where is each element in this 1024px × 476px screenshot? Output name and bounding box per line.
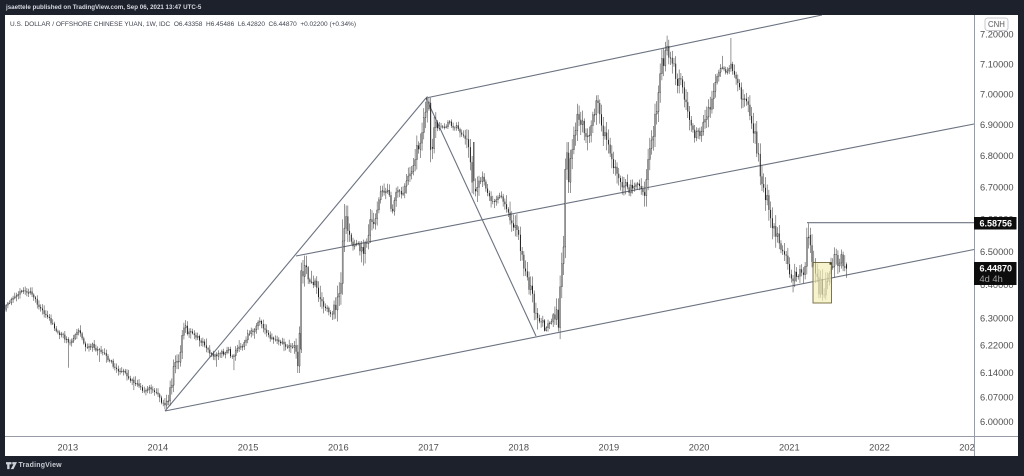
svg-text:7.20000: 7.20000: [980, 30, 1014, 40]
svg-text:6.58756: 6.58756: [980, 219, 1013, 229]
svg-text:2016: 2016: [328, 443, 349, 453]
svg-text:6.44870: 6.44870: [980, 264, 1013, 274]
svg-text:6.14000: 6.14000: [980, 368, 1014, 378]
svg-text:7.00000: 7.00000: [980, 90, 1014, 100]
svg-text:2022: 2022: [869, 443, 890, 453]
svg-text:7.10000: 7.10000: [980, 59, 1014, 69]
svg-text:6.00000: 6.00000: [980, 417, 1014, 427]
svg-text:2014: 2014: [148, 443, 169, 453]
svg-text:2018: 2018: [508, 443, 529, 453]
svg-text:6.07000: 6.07000: [980, 393, 1014, 403]
svg-text:U.S. DOLLAR / OFFSHORE CHINESE: U.S. DOLLAR / OFFSHORE CHINESE YUAN, 1W,…: [10, 21, 356, 28]
svg-text:6.22000: 6.22000: [980, 341, 1014, 351]
svg-text:2017: 2017: [418, 443, 439, 453]
svg-text:6.70000: 6.70000: [980, 183, 1014, 193]
svg-text:6.30000: 6.30000: [980, 314, 1014, 324]
svg-text:2013: 2013: [57, 443, 78, 453]
svg-text:2021: 2021: [779, 443, 800, 453]
svg-text:6.50000: 6.50000: [980, 247, 1014, 257]
svg-text:2019: 2019: [599, 443, 620, 453]
svg-text:4d 4h: 4d 4h: [980, 274, 1003, 284]
svg-text:2023: 2023: [959, 443, 980, 453]
svg-text:6.80000: 6.80000: [980, 151, 1014, 161]
svg-text:CNH: CNH: [988, 20, 1005, 29]
svg-text:2015: 2015: [238, 443, 259, 453]
svg-text:2020: 2020: [689, 443, 710, 453]
svg-text:6.90000: 6.90000: [980, 120, 1014, 130]
